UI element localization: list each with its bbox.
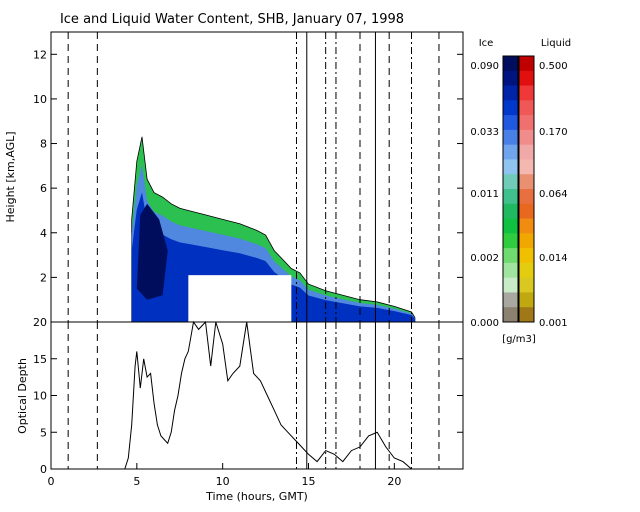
legend-tick-labels: 0.090 0.033 0.011 0.002 0.000 0.500 0.170 0.064… bbox=[470, 61, 567, 329]
optical-depth-line bbox=[124, 320, 412, 470]
liquid-color-swatch bbox=[518, 85, 534, 101]
liquid-tick-label: 0.001 bbox=[539, 318, 568, 329]
ice-color-swatch bbox=[503, 174, 519, 190]
ice-tick-label: 0.011 bbox=[470, 189, 499, 200]
liquid-color-swatch bbox=[518, 100, 534, 116]
ice-color-bar bbox=[503, 56, 519, 323]
ice-color-swatch bbox=[503, 292, 519, 308]
time-tick-label: 10 bbox=[216, 475, 230, 488]
time-tick-label: 0 bbox=[48, 475, 55, 488]
height-tick-label: 2 bbox=[40, 271, 47, 284]
liquid-color-swatch bbox=[518, 115, 534, 131]
legend-ice-label: Ice bbox=[479, 38, 494, 49]
liquid-color-swatch bbox=[518, 292, 534, 308]
liquid-tick-label: 0.064 bbox=[539, 189, 568, 200]
height-tick-label: 10 bbox=[33, 93, 47, 106]
top-vertical-markers bbox=[67, 32, 440, 322]
liquid-color-swatch bbox=[518, 218, 534, 234]
time-axis-ticks: 0 5 10 15 20 bbox=[48, 463, 401, 488]
ice-tick-label: 0.033 bbox=[470, 127, 499, 138]
liquid-color-bar bbox=[518, 56, 534, 323]
ice-bar-frame bbox=[502, 55, 520, 323]
optical-depth-axis-label: Optical Depth bbox=[16, 358, 29, 434]
liquid-color-swatch bbox=[518, 277, 534, 293]
ice-color-swatch bbox=[503, 100, 519, 116]
height-tick-label: 8 bbox=[40, 138, 47, 151]
liquid-color-swatch bbox=[518, 174, 534, 190]
ice-color-swatch bbox=[503, 144, 519, 160]
ice-color-swatch bbox=[503, 218, 519, 234]
liquid-color-swatch bbox=[518, 144, 534, 160]
liquid-bar-frame bbox=[517, 55, 535, 323]
ice-color-swatch bbox=[503, 233, 519, 249]
ice-color-swatch bbox=[503, 307, 519, 323]
liquid-color-swatch bbox=[518, 70, 534, 86]
ice-color-swatch bbox=[503, 70, 519, 86]
water-content-panel: 2 4 6 8 10 12 Height [km,AGL] bbox=[4, 31, 464, 323]
ice-color-swatch bbox=[503, 85, 519, 101]
cloud-dense-core bbox=[136, 203, 168, 300]
height-tick-label: 12 bbox=[33, 48, 47, 61]
color-legend: Ice Liquid 0.090 0.033 0.011 0.002 0.000 0.50… bbox=[470, 38, 571, 345]
optical-depth-axis-ticks: 0 5 10 15 20 bbox=[33, 316, 463, 476]
cloud-data-gap bbox=[188, 275, 292, 322]
height-axis-ticks: 2 4 6 8 10 12 bbox=[33, 48, 463, 284]
ice-color-swatch bbox=[503, 203, 519, 219]
optical-depth-tick-label: 15 bbox=[33, 353, 47, 366]
liquid-color-swatch bbox=[518, 189, 534, 205]
ice-color-swatch bbox=[503, 159, 519, 175]
liquid-color-swatch bbox=[518, 129, 534, 146]
bottom-vertical-markers bbox=[67, 322, 440, 469]
liquid-color-swatch bbox=[518, 159, 534, 175]
liquid-tick-label: 0.014 bbox=[539, 253, 568, 264]
height-axis-label: Height [km,AGL] bbox=[4, 131, 17, 222]
time-tick-label: 15 bbox=[302, 475, 316, 488]
ice-color-swatch bbox=[503, 189, 519, 205]
liquid-color-swatch bbox=[518, 203, 534, 219]
legend-liquid-label: Liquid bbox=[541, 38, 571, 49]
optical-depth-tick-label: 5 bbox=[40, 426, 47, 439]
height-tick-label: 6 bbox=[40, 182, 47, 195]
ice-color-swatch bbox=[503, 56, 519, 72]
optical-depth-tick-label: 20 bbox=[33, 316, 47, 329]
optical-depth-tick-label: 10 bbox=[33, 390, 47, 403]
liquid-tick-label: 0.500 bbox=[539, 61, 568, 72]
ice-tick-label: 0.000 bbox=[470, 318, 499, 329]
ice-color-swatch bbox=[503, 277, 519, 293]
time-axis-label: Time (hours, GMT) bbox=[205, 490, 308, 503]
ice-tick-label: 0.002 bbox=[470, 253, 499, 264]
height-tick-label: 4 bbox=[40, 227, 47, 240]
ice-tick-label: 0.090 bbox=[470, 61, 499, 72]
liquid-color-swatch bbox=[518, 248, 534, 264]
liquid-tick-label: 0.170 bbox=[539, 127, 568, 138]
cloud-heatmap bbox=[131, 136, 416, 323]
liquid-color-swatch bbox=[518, 56, 534, 72]
legend-units: [g/m3] bbox=[502, 334, 536, 345]
ice-color-swatch bbox=[503, 129, 519, 146]
ice-color-swatch bbox=[503, 248, 519, 264]
liquid-color-swatch bbox=[518, 262, 534, 279]
optical-depth-panel: 0 5 10 15 20 0 5 10 15 20 Optical Depth Time (ho… bbox=[16, 316, 464, 503]
bottom-plot-frame bbox=[50, 321, 464, 470]
ice-color-swatch bbox=[503, 262, 519, 279]
time-tick-label: 5 bbox=[133, 475, 140, 488]
ice-color-swatch bbox=[503, 115, 519, 131]
liquid-color-swatch bbox=[518, 307, 534, 323]
liquid-color-swatch bbox=[518, 233, 534, 249]
optical-depth-tick-label: 0 bbox=[40, 463, 47, 476]
time-tick-label: 20 bbox=[387, 475, 401, 488]
chart-title: Ice and Liquid Water Content, SHB, Janua… bbox=[60, 12, 404, 27]
